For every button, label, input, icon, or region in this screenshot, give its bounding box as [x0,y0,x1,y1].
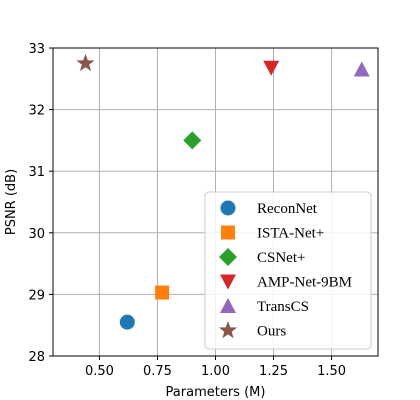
y-axis-label: PSNR (dB) [4,169,19,235]
x-tick-label: 1.25 [259,364,288,379]
point-ours [76,53,95,72]
point-amp-net-9bm [263,60,280,76]
y-tick-label: 31 [28,165,45,180]
x-tick-label: 0.75 [143,364,172,379]
legend-label-ours: Ours [257,324,286,340]
y-tick-label: 33 [28,42,45,57]
point-transcs [353,61,370,77]
axis-ticks: 0.50 0.75 1.00 1.25 1.50 28 29 30 31 32 33 [28,42,346,379]
y-tick-label: 30 [28,227,45,242]
legend-marker-reconnet [220,200,236,216]
y-tick-label: 32 [28,104,45,119]
x-axis-label: Parameters (M) [166,385,266,400]
legend-marker-ours [218,321,238,339]
legend-label-amp-net-9bm: AMP-Net-9BM [257,275,352,291]
x-tick-label: 0.50 [85,364,114,379]
point-csnet [183,131,202,150]
legend-label-reconnet: ReconNet [257,201,318,217]
point-ista-net [155,285,170,300]
legend-marker-amp-net-9bm [220,274,236,290]
legend-label-csnet: CSNet+ [257,250,305,266]
x-tick-label: 1.00 [201,364,230,379]
legend-marker-csnet [219,248,237,266]
legend-box [204,191,372,350]
y-tick-label: 29 [28,288,45,303]
legend: ReconNet ISTA-Net+ CSNet+ AMP-Net-9BM TransC… [204,191,372,350]
legend-marker-ista-net [221,225,235,240]
point-reconnet [119,314,135,330]
legend-label-ista-net: ISTA-Net+ [257,226,324,242]
legend-label-transcs: TransCS [257,299,309,315]
legend-marker-transcs [220,298,236,313]
data-points [76,53,370,330]
y-tick-label: 28 [28,350,45,365]
x-tick-label: 1.50 [317,364,346,379]
